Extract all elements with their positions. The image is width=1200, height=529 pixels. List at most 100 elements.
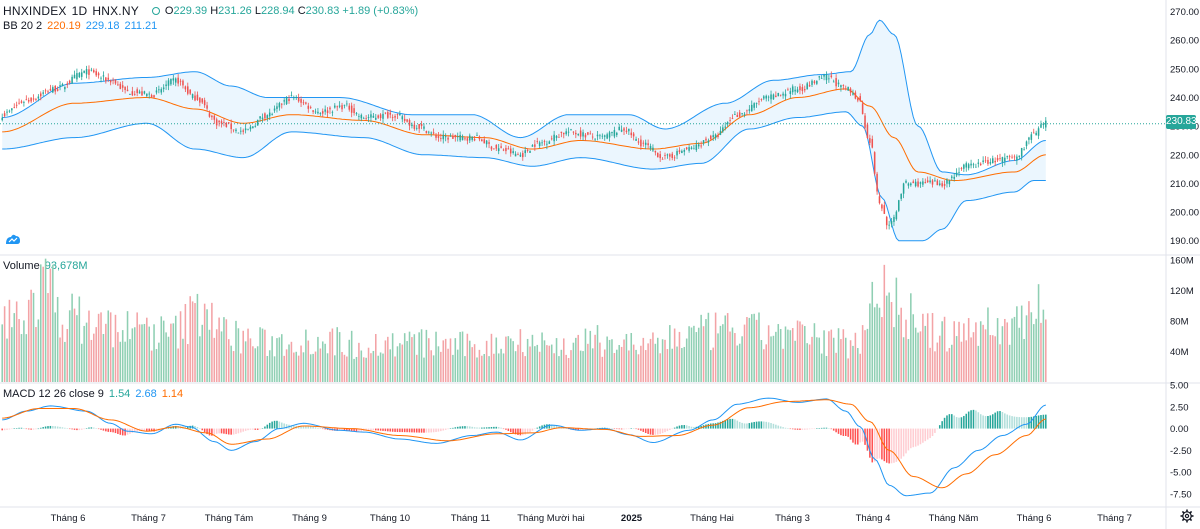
volume-bar — [131, 328, 134, 382]
macd-histogram-bar — [39, 427, 42, 429]
candle-body — [813, 81, 816, 84]
macd-histogram-bar — [929, 428, 931, 439]
volume-bar — [852, 345, 854, 382]
macd-histogram-bar — [796, 428, 799, 430]
volume-bar — [763, 349, 765, 382]
macd-histogram-bar — [999, 411, 1001, 429]
candle-body — [623, 128, 625, 131]
macd-histogram-bar — [249, 428, 252, 430]
macd-histogram-bar — [775, 424, 777, 429]
candle-body — [466, 138, 469, 141]
volume-bar — [616, 349, 618, 382]
macd-histogram-bar — [6, 428, 8, 430]
volume-bar — [273, 356, 276, 382]
volume-bar — [244, 341, 247, 382]
volume-bar — [297, 355, 300, 382]
settings-gear-icon[interactable] — [1180, 509, 1194, 523]
candle-body — [71, 76, 73, 84]
candle-body — [878, 196, 881, 204]
price-axis-tick: 200.00 — [1170, 208, 1199, 219]
macd-histogram-bar — [659, 428, 661, 434]
volume-bar — [341, 352, 343, 382]
candle-body — [213, 115, 216, 120]
macd-histogram-bar — [777, 425, 780, 429]
macd-histogram-bar — [278, 421, 281, 429]
macd-histogram-bar — [632, 428, 635, 429]
candle-body — [823, 74, 825, 77]
candle-body — [27, 99, 30, 102]
macd-legend[interactable]: MACD 12 26 close 9 1.54 2.68 1.14 — [3, 388, 183, 400]
macd-histogram-bar — [620, 428, 623, 430]
macd-axis-tick: 0.00 — [1170, 424, 1189, 435]
volume-bar — [719, 325, 722, 382]
symbol-name[interactable]: HNXINDEX — [3, 4, 67, 18]
tradingview-logo-icon[interactable] — [5, 233, 21, 245]
candle-body — [391, 117, 394, 118]
bb-legend[interactable]: BB 20 2 220.19 229.18 211.21 — [3, 20, 157, 32]
candle-body — [93, 70, 95, 73]
candle-body — [505, 147, 507, 152]
macd-histogram-bar — [654, 428, 657, 435]
volume-bar — [794, 340, 796, 382]
macd-histogram-bar — [972, 409, 975, 429]
volume-bar — [772, 335, 775, 382]
candle-body — [240, 130, 242, 132]
macd-histogram-bar — [789, 428, 792, 430]
volume-bar — [620, 346, 623, 382]
volume-bar — [710, 350, 712, 382]
macd-histogram-bar — [370, 428, 372, 431]
candle-body — [396, 114, 399, 115]
macd-histogram-bar — [237, 428, 240, 434]
macd-histogram-bar — [960, 417, 963, 429]
bb-upper-value: 229.18 — [85, 20, 120, 32]
candle-body — [967, 164, 970, 169]
macd-histogram-bar — [435, 428, 437, 433]
macd-histogram-bar — [917, 428, 919, 446]
candle-body — [731, 118, 734, 119]
volume-bar — [109, 312, 112, 382]
volume-bar — [550, 344, 553, 382]
candle-body — [326, 110, 329, 113]
interval-label[interactable]: 1D — [71, 4, 88, 18]
volume-legend[interactable]: Volume 93,678M — [3, 260, 88, 272]
candle-body — [936, 180, 939, 186]
volume-bar — [449, 338, 452, 382]
volume-bar — [187, 344, 189, 382]
volume-bar — [143, 323, 146, 382]
macd-histogram-bar — [517, 428, 519, 436]
volume-bar — [960, 341, 963, 382]
candle-body — [825, 74, 828, 81]
volume-bar — [666, 349, 669, 382]
candle-body — [11, 108, 13, 111]
volume-bar — [42, 266, 44, 382]
volume-bar — [734, 333, 736, 382]
macd-histogram-bar — [832, 428, 835, 431]
macd-histogram-bar — [943, 417, 946, 429]
volume-bar — [102, 334, 105, 382]
macd-histogram-bar — [755, 421, 758, 429]
macd-histogram-bar — [526, 428, 529, 434]
candle-body — [473, 138, 476, 141]
macd-histogram-bar — [934, 428, 936, 433]
candle-body — [743, 113, 746, 115]
macd-histogram-bar — [748, 423, 751, 429]
candle-body — [32, 98, 35, 100]
candle-body — [389, 112, 392, 115]
volume-bar — [770, 336, 772, 382]
candle-body — [362, 118, 365, 119]
candle-body — [136, 89, 138, 94]
candle-body — [924, 182, 927, 184]
volume-bar — [15, 301, 18, 382]
bb-basis-line — [2, 88, 1046, 181]
volume-bar — [346, 356, 348, 382]
volume-bar — [95, 327, 97, 382]
volume-bar — [603, 349, 606, 382]
macd-histogram-bar — [505, 428, 507, 430]
macd-histogram-bar — [88, 427, 90, 429]
volume-bar — [1016, 306, 1018, 382]
volume-bar — [408, 331, 411, 382]
macd-histogram-bar — [529, 428, 531, 433]
candle-body — [481, 139, 483, 142]
macd-histogram-bar — [218, 428, 220, 434]
